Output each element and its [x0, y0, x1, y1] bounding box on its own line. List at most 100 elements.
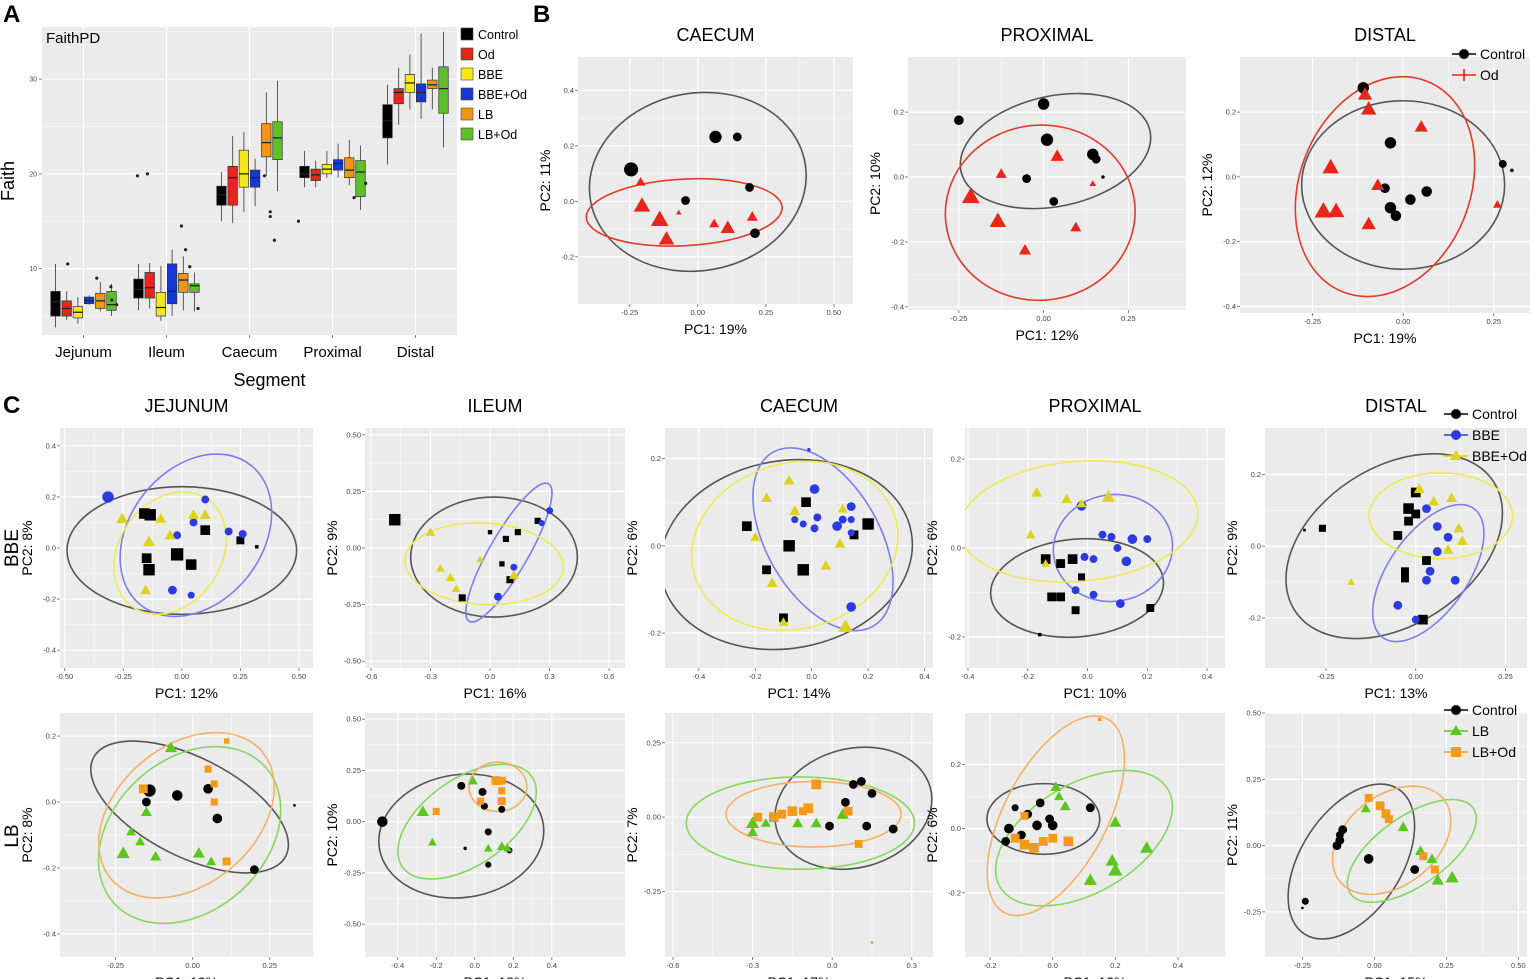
- legend-label: LB: [478, 108, 493, 122]
- y-tick-label: 0.0: [46, 544, 56, 553]
- ellipse-bbeod: [403, 522, 565, 606]
- box-outlier: [188, 265, 192, 269]
- point-bbeod: [1453, 522, 1465, 533]
- point-lbod: [432, 807, 440, 815]
- y-tick-label: -0.4: [43, 646, 56, 655]
- point-lb: [745, 816, 760, 829]
- box-outlier: [179, 224, 184, 228]
- x-tick-label: -0.6: [666, 961, 679, 970]
- y-axis-label: Faith: [0, 161, 18, 201]
- point-control: [1363, 854, 1374, 864]
- x-tick-label: 0.00: [175, 672, 190, 681]
- x-tick-label: -0.6: [364, 672, 377, 681]
- point-control: [1405, 194, 1416, 205]
- point-control: [783, 540, 795, 552]
- point-od: [995, 168, 1007, 178]
- x-axis-label: PC1: 12%: [1063, 974, 1126, 979]
- ellipse-control: [986, 782, 1101, 856]
- chart-c-lb-distal: -0.25 0.00 0.25 0.50 -0.25 0.00 0.25 0.50 PC1: 1…: [1224, 709, 1527, 979]
- y-tick-label: 30: [29, 77, 37, 84]
- y-axis-label: PC2: 6%: [924, 807, 940, 862]
- point-control: [1422, 556, 1431, 565]
- point-bbe: [1393, 600, 1403, 610]
- point-lb: [206, 856, 217, 866]
- y-tick-label: 0.0: [564, 197, 574, 206]
- x-tick-label: -0.3: [424, 672, 437, 681]
- y-tick-label: 0.0: [1226, 172, 1236, 181]
- point-control: [1410, 865, 1420, 874]
- point-control: [841, 797, 850, 807]
- box-outlier: [296, 219, 301, 223]
- x-tick-label: -0.4: [962, 672, 975, 681]
- x-tick-label: -0.25: [1294, 961, 1311, 970]
- point-lb: [792, 817, 804, 828]
- ellipse-bbeod: [1368, 471, 1514, 560]
- point-bbeod: [142, 535, 156, 547]
- point-lbod: [491, 776, 501, 786]
- ellipse-lbod: [97, 731, 276, 899]
- point-lb: [1050, 781, 1062, 791]
- x-tick-label: 0.50: [827, 308, 842, 317]
- legend-marker: [1450, 725, 1462, 735]
- point-control: [1411, 509, 1421, 519]
- point-control: [143, 563, 155, 576]
- plot-background: [908, 57, 1186, 310]
- x-tick-label: 0.00: [1396, 317, 1411, 326]
- point-control: [1037, 98, 1050, 110]
- point-lbod: [1048, 833, 1058, 843]
- point-lb: [116, 846, 130, 859]
- y-axis-label: PC2: 8%: [19, 520, 35, 575]
- y-tick-label: -0.2: [891, 237, 904, 246]
- panel-label-a: A: [3, 1, 20, 28]
- point-control: [745, 183, 754, 192]
- point-bbe: [1089, 555, 1098, 564]
- legend-marker: [1451, 705, 1461, 715]
- point-bbe: [1080, 552, 1089, 561]
- y-tick-label: 0.2: [651, 454, 661, 463]
- point-lbod: [223, 738, 230, 744]
- point-lbod: [498, 787, 506, 795]
- x-tick-label: 0.3: [544, 672, 554, 681]
- point-od: [1327, 202, 1345, 218]
- ellipse-bbeod: [965, 459, 1199, 583]
- plot-area: [986, 715, 1174, 917]
- point-lb: [496, 841, 507, 850]
- box-outlier: [145, 172, 150, 176]
- box-bbe: [155, 292, 166, 317]
- x-tick-label: 0.3: [907, 961, 917, 970]
- plot-area: [89, 731, 296, 925]
- point-od: [633, 197, 651, 212]
- ellipse-lb: [397, 763, 538, 880]
- point-lb: [1397, 821, 1409, 832]
- x-tick-label: Distal: [397, 344, 435, 361]
- point-bbeod: [1076, 498, 1087, 508]
- point-bbeod: [1456, 535, 1468, 545]
- box-od: [144, 272, 155, 299]
- point-control: [141, 553, 152, 564]
- point-bbe: [238, 529, 247, 538]
- point-lbod: [1430, 865, 1439, 874]
- point-control: [1303, 528, 1306, 532]
- legend-marker: [1450, 450, 1462, 460]
- y-tick-label: -0.2: [43, 595, 56, 604]
- point-control: [1404, 516, 1413, 526]
- ellipse-od: [585, 177, 783, 247]
- chart-c-bbe-caecum: -0.4 -0.2 0.0 0.2 0.4 -0.2 0.0 0.2 CAECUM PC1: 14…: [624, 396, 933, 701]
- point-lbod: [204, 765, 212, 773]
- y-tick-label: 0.4: [564, 86, 574, 95]
- ellipse-control: [1287, 783, 1416, 940]
- x-tick-label: 0.00: [185, 961, 200, 970]
- point-bbe: [1450, 575, 1460, 585]
- point-control: [1022, 174, 1032, 184]
- point-control: [502, 535, 509, 543]
- point-control: [463, 846, 467, 851]
- y-tick-label: 0.25: [646, 738, 661, 747]
- ellipse-control: [588, 91, 807, 273]
- y-tick-label: 0.00: [646, 813, 661, 822]
- x-tick-label: -0.25: [950, 314, 967, 323]
- box-outlier: [183, 248, 188, 252]
- point-bbe: [224, 527, 233, 536]
- x-tick-label: 0.25: [233, 672, 248, 681]
- ellipse-control: [665, 458, 914, 651]
- point-bbe: [538, 520, 545, 527]
